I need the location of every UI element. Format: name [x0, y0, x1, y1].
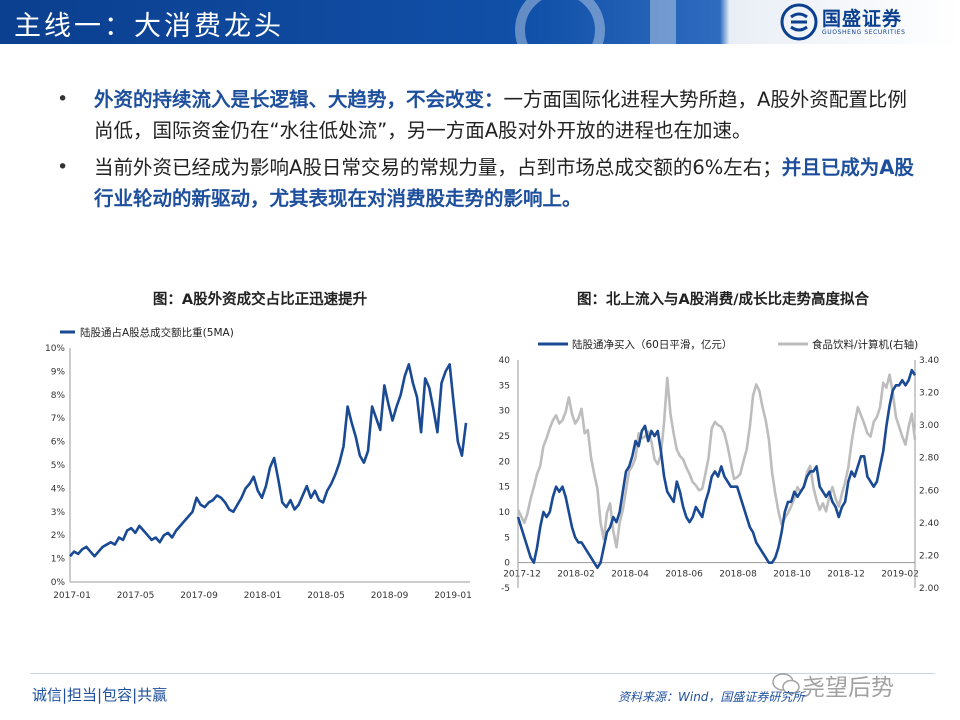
x-tick-label: 2019-02	[881, 570, 919, 580]
legend-label-gray: 食品饮料/计算机(右轴)	[812, 338, 918, 351]
x-tick-label: 2018-08	[719, 570, 757, 580]
left-y-tick-label: 30	[499, 407, 511, 417]
x-tick-label: 2018-06	[665, 570, 703, 580]
series-line-food-vs-computer	[516, 373, 917, 549]
source-note: 资料来源：Wind，国盛证券研究所	[618, 690, 805, 704]
chart-2-title: 图：北上流入与A股消费/成长比走势高度拟合	[576, 292, 870, 308]
series-line-northbound-share	[69, 363, 468, 558]
bullet-dot-icon: •	[57, 88, 69, 110]
x-tick-label: 2018-02	[557, 570, 595, 580]
x-tick-label: 2017-01	[53, 591, 91, 601]
company-logo: 国盛证券 GUOSHENG SECURITIES	[780, 3, 952, 41]
y-tick-label: 7%	[51, 414, 66, 424]
y-tick-label: 6%	[51, 438, 66, 448]
y-tick-label: 5%	[51, 461, 66, 471]
legend-label-blue: 陆股通净买入（60日平滑，亿元）	[572, 338, 732, 351]
right-y-tick-label: 2.00	[919, 584, 939, 594]
x-tick-label: 2017-09	[180, 591, 218, 601]
left-y-tick-label: 15	[499, 483, 510, 493]
right-y-tick-label: 2.20	[919, 551, 939, 561]
footer-divider	[30, 673, 935, 674]
logo-subtitle: GUOSHENG SECURITIES	[822, 29, 906, 36]
left-y-tick-label: 20	[499, 457, 511, 467]
x-tick-label: 2018-04	[611, 570, 649, 580]
bullet-item-1: • 外资的持续流入是长逻辑、大趋势，不会改变：一方面国际化进程大势所趋，A股外资…	[52, 84, 922, 146]
chart-1-title: 图：A股外资成交占比正迅速提升	[152, 292, 368, 308]
x-tick-label: 2018-01	[244, 591, 282, 601]
right-y-tick-label: 2.60	[919, 486, 939, 496]
bullet-1-text: 一方面国际化进程大势所趋，A股外资配置比例尚低，国际资金仍在“水往低处流”，另一…	[94, 88, 907, 142]
legend-label: 陆股通占A股总成交额比重(5MA)	[80, 326, 234, 339]
page-title: 主线一：大消费龙头	[14, 11, 284, 42]
right-y-tick-label: 3.40	[919, 356, 939, 366]
x-tick-label: 2018-05	[307, 591, 345, 601]
footer-slogan: 诚信|担当|包容|共赢	[32, 686, 168, 704]
logo-name: 国盛证券	[822, 8, 903, 30]
watermark-text: 尧望后势	[802, 675, 894, 701]
y-tick-label: 4%	[51, 484, 66, 494]
y-tick-label: 2%	[51, 531, 66, 541]
left-y-tick-label: 40	[499, 356, 511, 366]
chart-1: 陆股通占A股总成交额比重(5MA) 0% 1% 2% 3% 4% 5% 6% 7% 8% 9% 10…	[45, 326, 472, 601]
right-y-tick-label: 2.80	[919, 454, 939, 464]
left-y-tick-label: 10	[499, 508, 511, 518]
bullet-2-text: 当前外资已经成为影响A股日常交易的常规力量，占到市场总成交额的6%左右；	[94, 156, 782, 179]
y-tick-label: 8%	[51, 391, 66, 401]
x-tick-label: 2018-12	[827, 570, 865, 580]
y-tick-label: 0%	[51, 578, 66, 588]
wechat-icon	[772, 673, 800, 695]
bullet-list: • 外资的持续流入是长逻辑、大趋势，不会改变：一方面国际化进程大势所趋，A股外资…	[52, 84, 922, 220]
y-tick-label: 1%	[51, 555, 66, 565]
header-bar: 主线一：大消费龙头 国盛证券 GUOSHENG SECURITIES	[0, 0, 960, 44]
x-tick-label: 2017-12	[503, 570, 541, 580]
left-y-tick-label: 5	[504, 533, 510, 543]
left-y-tick-label: 25	[499, 432, 510, 442]
right-y-tick-label: 3.00	[919, 421, 939, 431]
y-tick-label: 10%	[45, 344, 65, 354]
header-decoration	[515, 0, 676, 44]
y-tick-label: 9%	[51, 367, 66, 377]
right-y-tick-label: 3.20	[919, 389, 939, 399]
bullet-2-emphasis: 并且已成为A股行业轮动的新驱动，尤其表现在对消费股走势的影响上。	[94, 156, 914, 210]
bullet-1-emphasis: 外资的持续流入是长逻辑、大趋势，不会改变：	[94, 88, 504, 111]
logo-icon	[780, 3, 818, 41]
y-tick-label: 3%	[51, 508, 66, 518]
x-tick-label: 2018-09	[371, 591, 409, 601]
x-tick-label: 2017-05	[117, 591, 155, 601]
series-line-northbound-net-buy	[516, 368, 917, 570]
x-tick-label: 2019-01	[434, 591, 472, 601]
chart-2: 陆股通净买入（60日平滑，亿元） 食品饮料/计算机(右轴) -5 0 5 10 15 20…	[499, 338, 940, 594]
left-y-tick-label: -5	[501, 584, 510, 594]
right-y-tick-label: 2.40	[919, 519, 939, 529]
bullet-dot-icon: •	[57, 156, 69, 178]
left-y-tick-label: 0	[504, 559, 510, 569]
x-tick-label: 2018-10	[773, 570, 811, 580]
left-y-tick-label: 35	[499, 381, 510, 391]
bullet-item-2: • 当前外资已经成为影响A股日常交易的常规力量，占到市场总成交额的6%左右；并且…	[52, 152, 922, 214]
